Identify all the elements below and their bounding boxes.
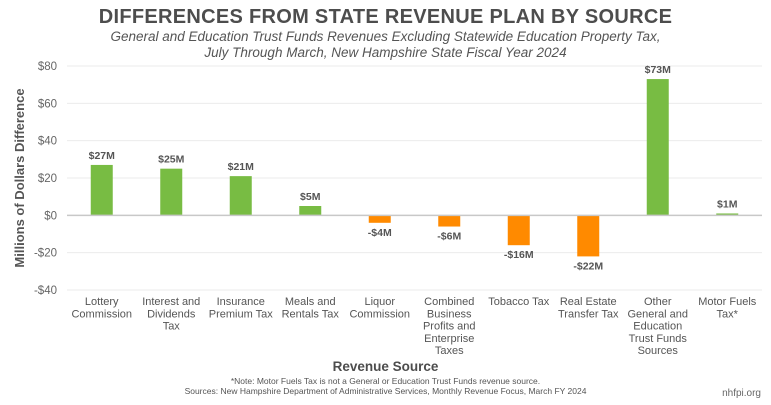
data-label: $25M [158,154,185,166]
y-tick-label: $0 [44,210,57,222]
data-label: $73M [645,64,672,76]
bars [90,79,739,257]
x-tick-label: Insurance Premium Tax [209,296,273,320]
x-tick-label: Lottery Commission [71,296,132,320]
y-tick-label: $40 [38,136,57,148]
x-tick-label: Other General and Education Trust Funds Sour… [627,296,688,357]
x-tick-label: Meals and Rentals Tax [282,296,340,320]
bar [507,215,530,246]
chart-title: DIFFERENCES FROM STATE REVENUE PLAN BY S… [98,6,673,28]
y-tick-label: $20 [38,173,57,185]
data-label: -$22M [573,260,603,272]
data-labels: $27M $25M $21M $5M -$4M -$6M -$16M -$22M $73M $1M [89,64,738,272]
x-axis-label: Revenue Source [332,359,439,374]
bar [438,215,461,227]
bar [646,79,669,216]
data-label: $21M [228,161,255,173]
data-label: $27M [89,150,116,162]
chart-subtitle-line-1: General and Education Trust Funds Revenu… [110,29,661,44]
x-tick-label: Tobacco Tax [488,296,549,308]
data-label: -$16M [504,249,534,261]
y-tick-label: -$40 [34,285,57,297]
data-label: -$6M [437,231,461,243]
y-tick-label: -$20 [34,248,57,260]
footnote: *Note: Motor Fuels Tax is not a General … [230,376,541,386]
bar [368,215,391,223]
data-label: $5M [300,191,321,203]
data-label: $1M [717,198,738,210]
bar [90,164,113,216]
gridlines [67,65,762,291]
x-tick-label: Interest and Dividends Tax [142,296,200,333]
x-tick-label: Combined Business Profits and Enterprise Tax… [423,296,476,357]
chart-subtitle-line-2: July Through March, New Hampshire State … [204,45,567,60]
y-axis-label: Millions of Dollars Difference [12,88,27,267]
data-label: -$4M [368,227,392,239]
sources-note: Sources: New Hampshire Department of Adm… [184,386,587,396]
bar [577,215,600,257]
y-tick-label: $60 [38,98,57,110]
x-tick-label: Motor Fuels Tax* [698,296,757,320]
bar [160,168,183,216]
x-tick-label: Real Estate Transfer Tax [558,296,619,320]
brand-link[interactable]: nhfpi.org [722,388,761,399]
x-axis: Lottery Commission Interest and Dividends Ta… [71,296,756,357]
bar [229,176,252,216]
y-tick-label: $80 [38,61,57,73]
x-tick-label: Liquor Commission [349,296,410,320]
y-axis: $80 $60 $40 $20 $0 -$20 -$40 [34,61,57,297]
bar [299,206,322,216]
bar [716,213,739,216]
